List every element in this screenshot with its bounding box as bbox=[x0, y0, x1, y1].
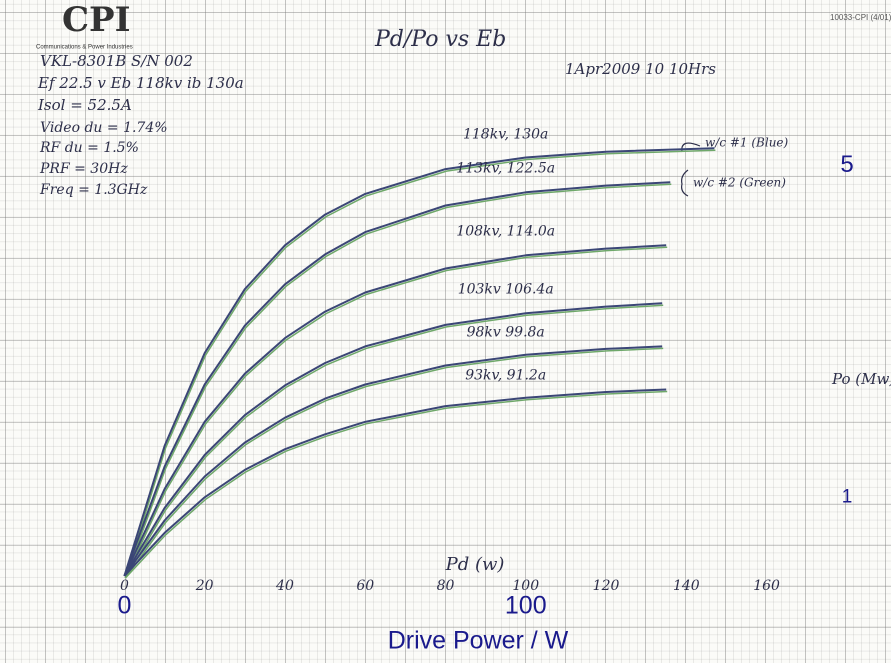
annotation: w/c #1 (Blue) bbox=[705, 136, 789, 150]
note: RF du = 1.5% bbox=[39, 140, 139, 156]
x-tick-label: 100 bbox=[512, 578, 539, 594]
curve-label: 113kv, 122.5a bbox=[456, 160, 555, 176]
note: VKL-8301B S/N 002 bbox=[40, 52, 193, 70]
curve-label: 103kv 106.4a bbox=[458, 281, 554, 297]
x-tick-label: 120 bbox=[593, 578, 620, 594]
logo-subtitle: Communications & Power Industries bbox=[36, 45, 133, 51]
curve bbox=[123, 244, 667, 577]
note: Isol = 52.5A bbox=[37, 96, 132, 114]
curve bbox=[123, 388, 667, 577]
curve-shadow bbox=[124, 347, 664, 579]
y-tick-label-printed: 5 bbox=[840, 151, 853, 178]
y-tick-label-printed: 1 bbox=[842, 486, 853, 507]
note: Video du = 1.74% bbox=[40, 120, 168, 136]
x-tick-label: 160 bbox=[753, 578, 780, 594]
x-axis-label: Pd (w) bbox=[445, 554, 505, 575]
curve-label: 93kv, 91.2a bbox=[465, 368, 546, 384]
curve bbox=[123, 147, 715, 577]
curve-shadow bbox=[124, 390, 668, 579]
curve-shadow bbox=[124, 304, 664, 579]
x-tick-label-printed: 0 bbox=[117, 592, 131, 620]
note: Ef 22.5 v Eb 118kv ib 130a bbox=[37, 74, 244, 92]
curve-label: 108kv, 114.0a bbox=[456, 223, 555, 239]
x-tick-label-printed: 100 bbox=[505, 592, 547, 620]
curve-shadow bbox=[124, 183, 672, 579]
date: 1Apr2009 10 10Hrs bbox=[565, 60, 716, 78]
form-number: 10033-CPI (4/01) bbox=[830, 13, 891, 22]
note: Freq = 1.3GHz bbox=[39, 182, 148, 198]
x-tick-label: 80 bbox=[437, 578, 455, 594]
note: PRF = 30Hz bbox=[39, 161, 128, 177]
curve-shadow bbox=[124, 246, 668, 579]
annotation: w/c #2 (Green) bbox=[693, 176, 786, 190]
x-axis-title: Drive Power / W bbox=[388, 627, 569, 655]
curve bbox=[123, 345, 663, 577]
curve-shadow bbox=[124, 149, 716, 579]
x-tick-label: 40 bbox=[275, 578, 294, 594]
x-tick-label: 60 bbox=[356, 578, 374, 594]
chart-title: Pd/Po vs Eb bbox=[374, 27, 506, 52]
curve bbox=[123, 302, 663, 577]
logo: CPI bbox=[62, 0, 131, 40]
x-tick-label: 20 bbox=[195, 578, 214, 594]
x-tick-label: 0 bbox=[120, 578, 129, 594]
curve-label: 98kv 99.8a bbox=[467, 324, 545, 340]
curve-label: 118kv, 130a bbox=[463, 126, 548, 142]
x-tick-label: 140 bbox=[673, 578, 700, 594]
y-axis-label: Po (Mw) bbox=[831, 370, 891, 388]
curve bbox=[123, 181, 671, 577]
